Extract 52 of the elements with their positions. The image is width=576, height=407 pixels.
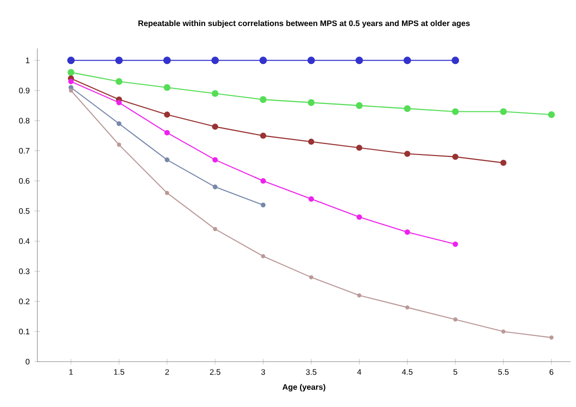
point (164, 130, 170, 136)
point (308, 196, 314, 202)
point (212, 157, 218, 163)
point (404, 150, 410, 157)
point (452, 108, 459, 115)
point (116, 100, 122, 106)
point (260, 96, 267, 103)
point (452, 241, 458, 247)
point (308, 138, 314, 145)
point (164, 112, 170, 118)
point (452, 56, 460, 64)
point (211, 56, 219, 64)
point (307, 56, 315, 64)
point (309, 275, 314, 280)
point (259, 56, 267, 64)
point (68, 69, 74, 76)
point (501, 329, 506, 334)
point (308, 99, 315, 106)
point (549, 336, 554, 340)
point (115, 56, 123, 64)
point (165, 190, 170, 196)
point (116, 142, 122, 147)
point (453, 317, 458, 322)
point (452, 154, 458, 160)
point (260, 202, 266, 208)
point (212, 90, 219, 97)
point (356, 214, 362, 220)
point (116, 121, 122, 126)
point (500, 108, 507, 115)
point (164, 157, 170, 162)
point (164, 84, 170, 91)
point (213, 227, 218, 232)
point (404, 105, 411, 112)
point (261, 254, 266, 258)
point (260, 132, 266, 139)
point (116, 78, 122, 85)
point (405, 305, 410, 310)
point (404, 56, 412, 64)
point (212, 124, 218, 130)
point (404, 229, 410, 235)
point (260, 178, 266, 184)
point (212, 184, 218, 190)
point (68, 88, 74, 93)
point (68, 78, 74, 84)
point (500, 160, 506, 166)
point (548, 111, 555, 118)
point (356, 56, 363, 64)
point (67, 56, 75, 64)
point (356, 102, 363, 109)
point (357, 293, 362, 298)
point (163, 56, 171, 64)
point (356, 144, 362, 151)
